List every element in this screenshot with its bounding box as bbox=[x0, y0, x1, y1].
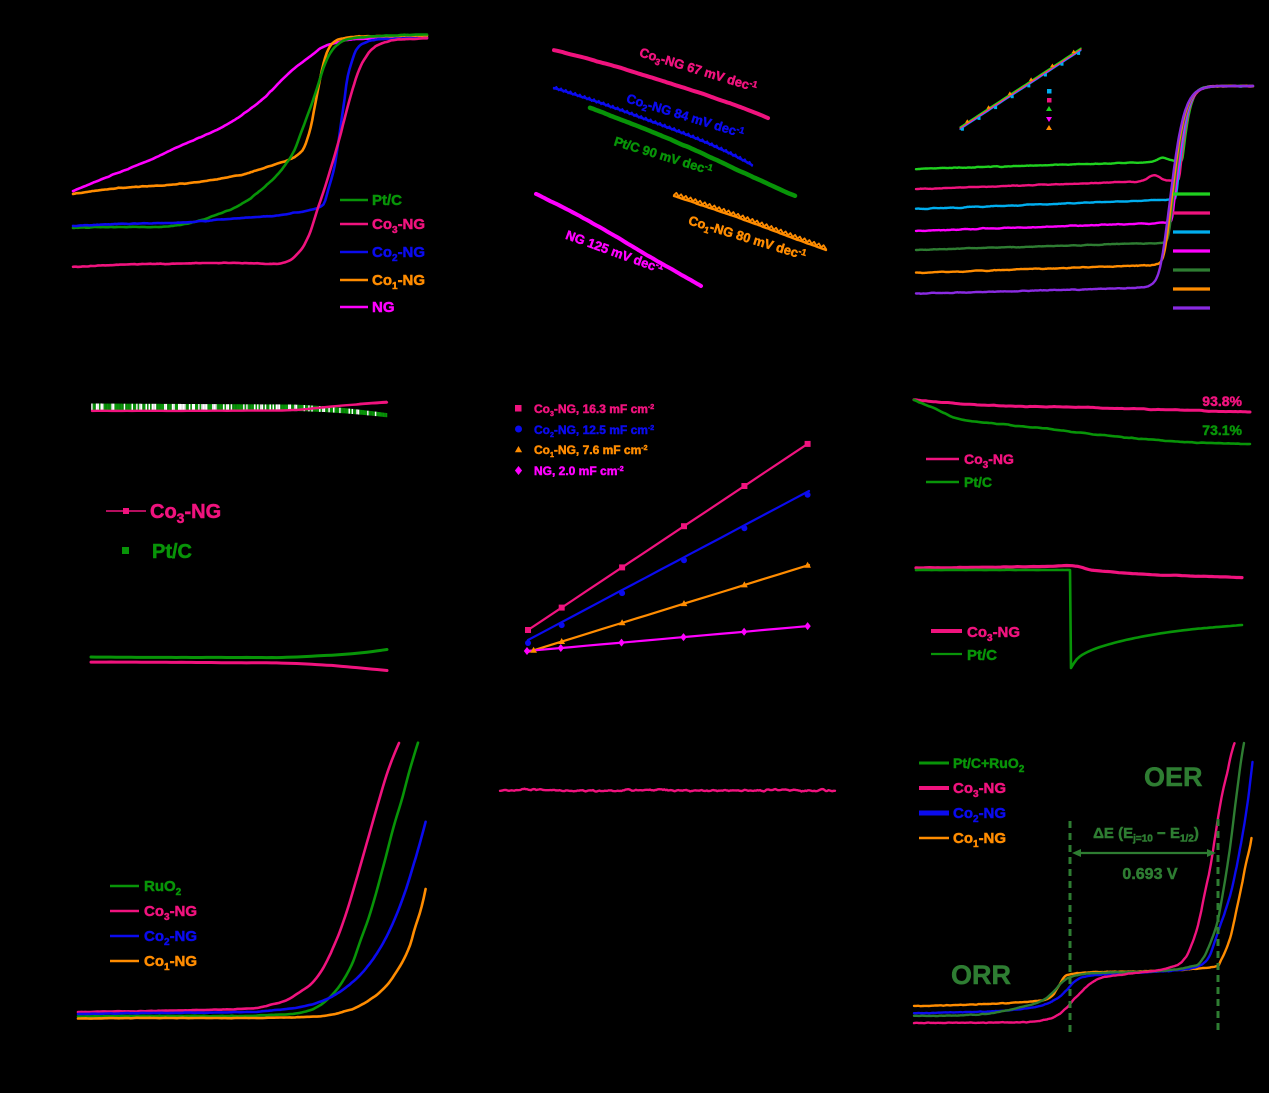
svg-text:73.1%: 73.1% bbox=[1202, 422, 1242, 438]
svg-text:OER: OER bbox=[1144, 762, 1203, 792]
svg-text:ΔE (Ej=10 − E1/2): ΔE (Ej=10 − E1/2) bbox=[1093, 825, 1199, 845]
svg-text:93.8%: 93.8% bbox=[1202, 393, 1242, 409]
svg-text:Co3-NG: Co3-NG bbox=[150, 501, 221, 526]
svg-text:RuO2: RuO2 bbox=[144, 878, 182, 898]
svg-text:ORR: ORR bbox=[951, 960, 1011, 990]
svg-text:Co1-NG: Co1-NG bbox=[953, 830, 1006, 850]
svg-text:Co3-NG, 16.3 mF cm-2: Co3-NG, 16.3 mF cm-2 bbox=[534, 402, 654, 418]
svg-text:Co1-NG: Co1-NG bbox=[372, 272, 425, 292]
svg-text:Co3-NG: Co3-NG bbox=[144, 903, 197, 923]
svg-text:NG, 2.0 mF cm-2: NG, 2.0 mF cm-2 bbox=[534, 464, 624, 478]
svg-text:Pt/C: Pt/C bbox=[372, 192, 402, 209]
svg-text:Pt/C: Pt/C bbox=[152, 541, 192, 563]
svg-text:Co2-NG, 12.5 mF cm-2: Co2-NG, 12.5 mF cm-2 bbox=[534, 423, 654, 439]
svg-text:Pt/C: Pt/C bbox=[964, 474, 992, 490]
svg-text:Co1-NG: Co1-NG bbox=[144, 953, 197, 973]
svg-text:Co3-NG: Co3-NG bbox=[967, 624, 1020, 644]
svg-text:Co2-NG: Co2-NG bbox=[372, 244, 425, 264]
svg-text:NG: NG bbox=[372, 299, 395, 316]
svg-text:Co2-NG: Co2-NG bbox=[144, 928, 197, 948]
svg-text:Co3-NG: Co3-NG bbox=[964, 451, 1014, 471]
svg-text:Pt/C+RuO2: Pt/C+RuO2 bbox=[953, 755, 1025, 775]
svg-text:Pt/C: Pt/C bbox=[967, 647, 997, 664]
svg-text:Co3-NG: Co3-NG bbox=[953, 780, 1006, 800]
svg-text:0.693 V: 0.693 V bbox=[1122, 866, 1177, 883]
svg-text:Co2-NG: Co2-NG bbox=[953, 805, 1006, 825]
svg-text:Co1-NG, 7.6 mF cm-2: Co1-NG, 7.6 mF cm-2 bbox=[534, 443, 648, 459]
svg-text:Co3-NG: Co3-NG bbox=[372, 216, 425, 236]
